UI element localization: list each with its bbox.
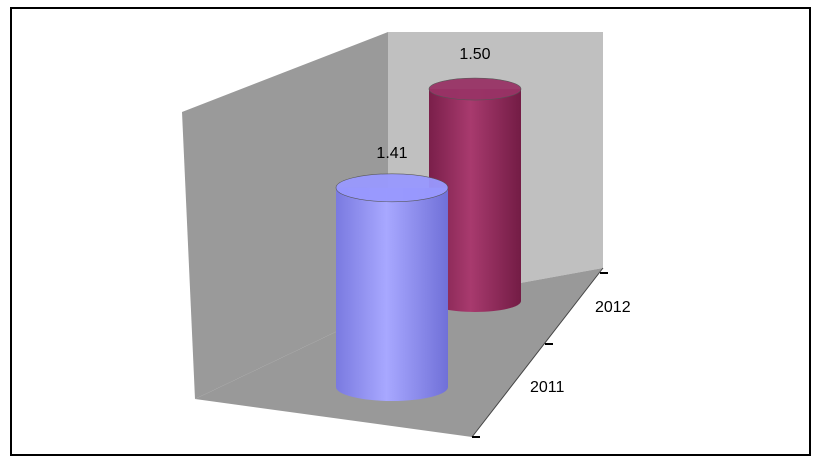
chart-frame: 2011 2012 1.50 1.41 [10,7,811,456]
depth-axis-line [471,267,604,438]
bar-2011-body [336,187,448,387]
data-label-2011: 1.41 [376,145,407,162]
bar-2012-base [429,290,521,312]
data-label-2012: 1.50 [459,46,490,63]
tick-label-2011: 2011 [530,379,565,396]
bar-cylinder-2011 [335,173,449,401]
chart-svg: 2011 2012 1.50 1.41 [182,32,631,438]
bar-2012-top [428,77,522,101]
tick-label-2012: 2012 [595,299,631,316]
bar-2011-base [336,373,448,401]
bar-cylinder-2012 [428,77,522,312]
bar-2011-top [335,173,449,203]
